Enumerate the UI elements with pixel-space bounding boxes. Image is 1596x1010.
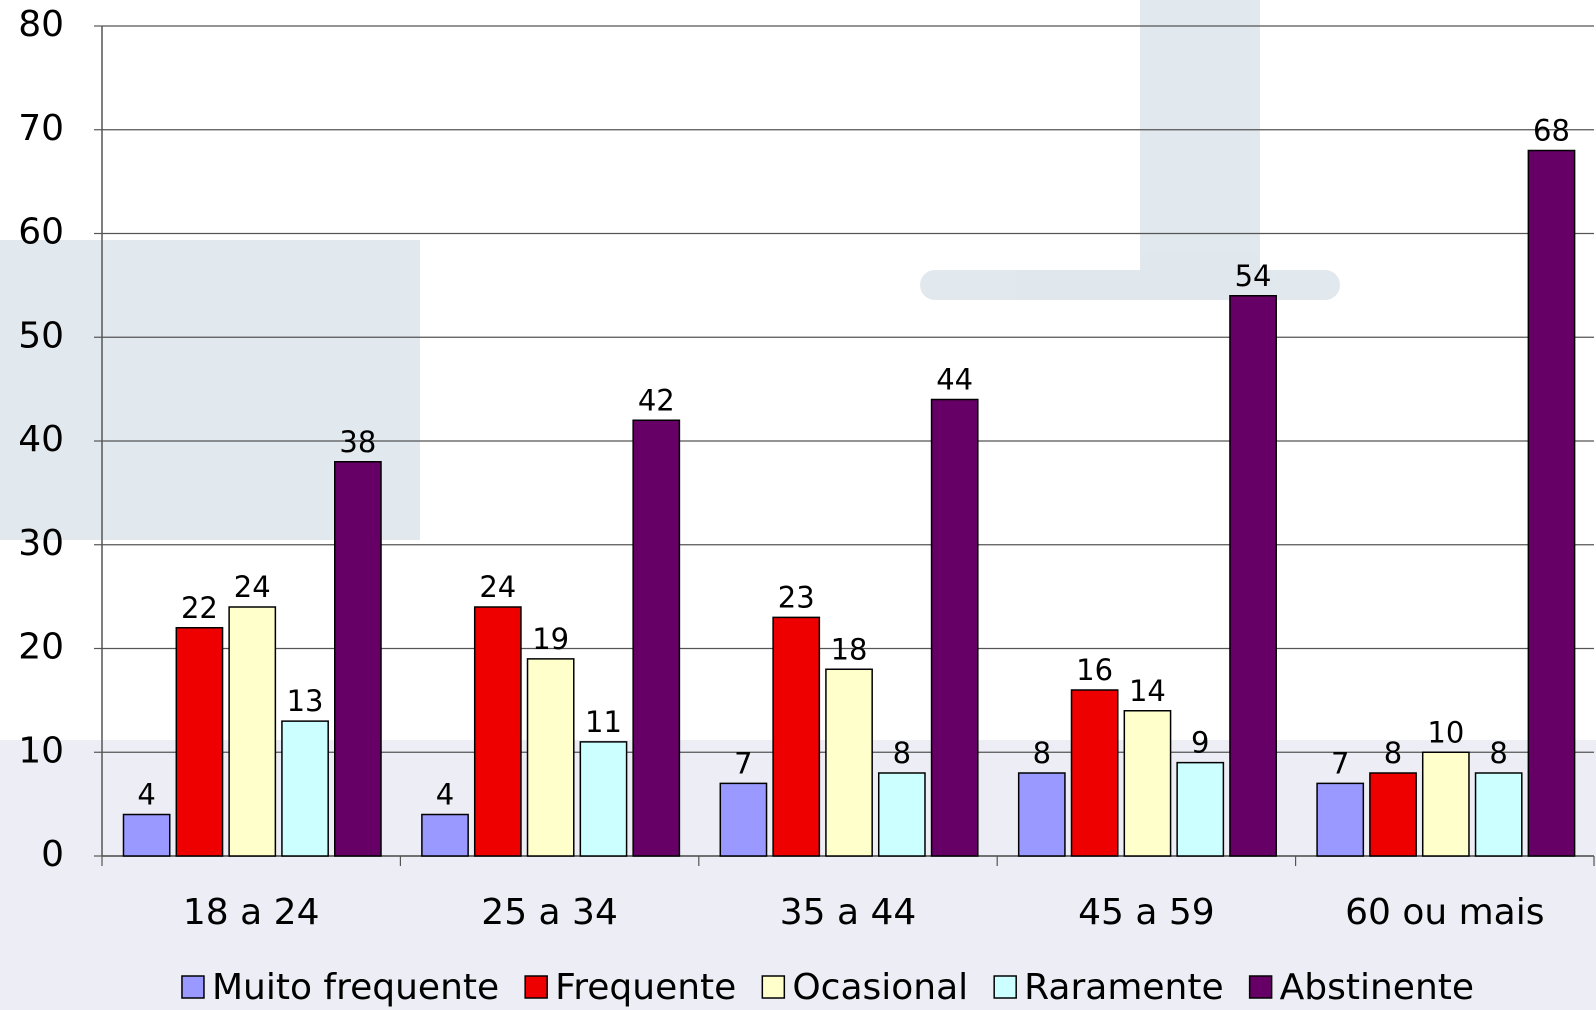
x-tick-label: 18 a 24 [183,892,320,933]
legend-swatch [993,975,1017,999]
data-label: 8 [1033,736,1051,770]
bar [825,668,873,857]
legend-label: Frequente [555,967,736,1008]
legend-label: Ocasional [792,967,968,1008]
y-tick-label: 20 [18,627,64,668]
y-tick-label: 80 [18,4,64,45]
bar [930,398,979,857]
bar [772,616,821,857]
y-tick-label: 40 [18,419,64,460]
y-tick-label: 60 [18,212,64,253]
legend-swatch [761,975,786,999]
legend-swatch [524,975,548,999]
data-label: 8 [1384,736,1402,770]
data-label: 10 [1427,715,1464,749]
data-label: 42 [638,383,675,417]
legend-swatch [1248,975,1273,999]
data-label: 14 [1129,674,1166,708]
data-label: 19 [532,622,569,656]
bar [1070,689,1119,857]
data-label: 11 [585,705,622,739]
y-tick-label: 0 [41,834,64,875]
data-label: 13 [287,684,324,718]
data-label: 23 [778,580,815,614]
bar [526,658,575,857]
data-label: 4 [436,778,454,812]
bar [1474,772,1523,857]
bar [1176,761,1225,857]
bar [1229,295,1277,857]
y-tick-label: 30 [18,523,64,564]
data-label: 7 [734,746,752,780]
data-label: 8 [893,736,911,770]
data-label: 44 [936,363,973,397]
data-label: 16 [1076,653,1113,687]
data-label: 4 [137,778,155,812]
data-label: 22 [181,591,218,625]
data-label: 7 [1331,746,1349,780]
x-tick-label: 60 ou mais [1345,892,1544,933]
bar [1527,149,1576,857]
bar [579,741,628,857]
bar [122,813,171,857]
legend-label: Abstinente [1280,967,1474,1008]
bar [421,813,469,857]
y-tick-label: 70 [18,108,64,149]
x-tick-label: 45 a 59 [1078,892,1215,933]
bar [1369,772,1417,857]
y-tick-label: 10 [18,730,64,771]
bar [632,419,681,857]
bar [719,782,768,857]
data-label: 24 [479,570,516,604]
data-label: 18 [831,632,868,666]
bar [1316,782,1365,857]
bar [281,720,329,857]
y-tick-label: 50 [18,315,64,356]
bar [1421,751,1470,857]
bar [1123,710,1172,857]
data-label: 38 [339,425,376,459]
data-label: 54 [1235,259,1272,293]
bar [473,606,522,857]
legend-label: Raramente [1024,967,1223,1008]
x-tick-label: 25 a 34 [481,892,618,933]
data-label: 24 [234,570,271,604]
data-label: 8 [1489,736,1507,770]
bar [175,627,224,857]
bar [877,772,926,857]
legend-swatch [181,975,205,999]
bar [1017,772,1066,857]
legend-label: Muito frequente [212,967,499,1008]
data-label: 68 [1533,114,1570,148]
data-label: 9 [1191,726,1209,760]
bar [228,606,277,857]
x-tick-label: 35 a 44 [780,892,917,933]
bar [334,461,382,857]
